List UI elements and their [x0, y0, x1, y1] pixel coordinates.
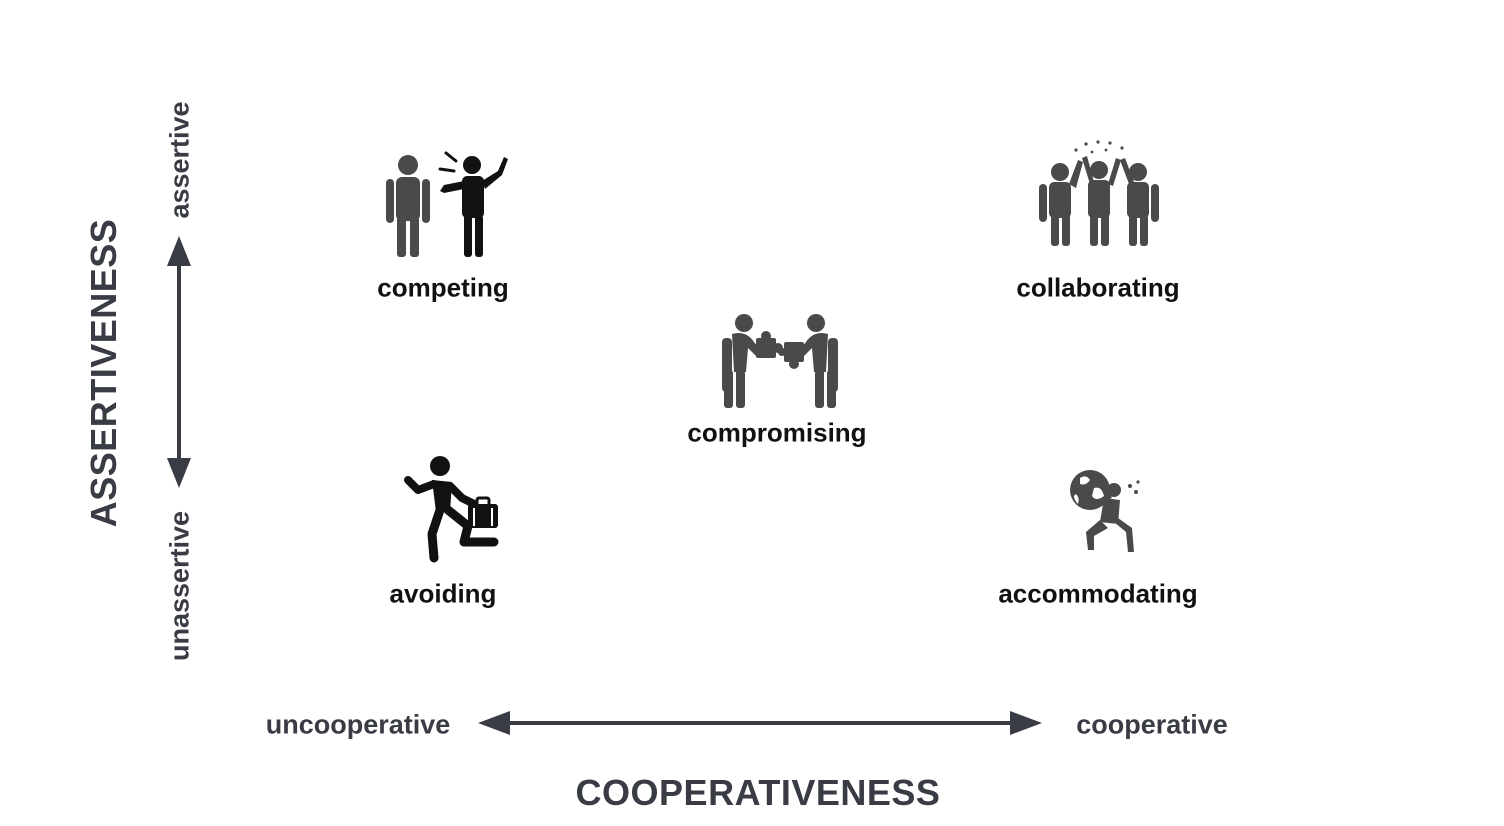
accommodating-label: accommodating: [998, 578, 1198, 609]
y-axis-title: ASSERTIVENESS: [83, 218, 124, 528]
x-axis-title: COOPERATIVENESS: [575, 772, 941, 813]
y-axis-bottom-label: unassertive: [164, 510, 195, 662]
accommodating-icon: [1070, 470, 1140, 552]
x-axis-arrow: [478, 711, 1042, 735]
y-axis-top-label: assertive: [164, 101, 195, 219]
compromising-label: compromising: [687, 417, 867, 448]
collaborating-icon: [1039, 140, 1159, 246]
y-axis-arrow: [167, 236, 191, 488]
x-axis-left-label: uncooperative: [265, 709, 451, 740]
competing-label: competing: [377, 272, 509, 303]
compromising-icon: [722, 314, 838, 408]
avoiding-label: avoiding: [389, 578, 497, 609]
avoiding-icon: [404, 456, 499, 563]
collaborating-label: collaborating: [1016, 272, 1180, 303]
competing-icon: [386, 151, 508, 257]
x-axis-right-label: cooperative: [1076, 709, 1228, 740]
